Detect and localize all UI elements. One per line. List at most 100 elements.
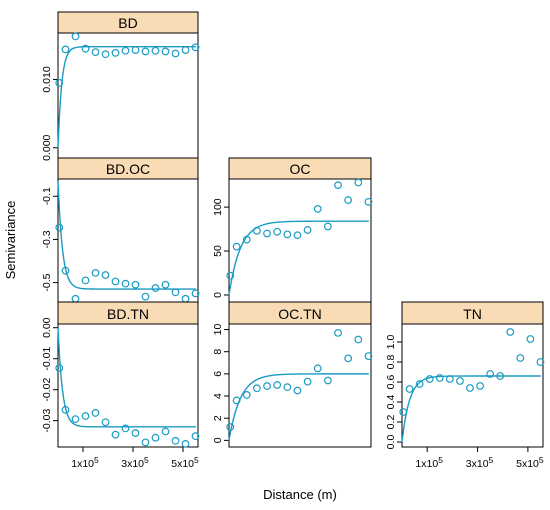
y-tick-label: 1.0 [385, 335, 397, 350]
y-axis-label: Semivariance [3, 201, 18, 280]
x-tick-exponent: 5 [438, 455, 443, 465]
data-point [81, 44, 90, 53]
data-point [536, 358, 545, 366]
data-point [171, 49, 180, 58]
data-point [313, 364, 322, 373]
y-tick-label: 0.0 [385, 435, 397, 450]
y-tick-label: 0.6 [385, 375, 397, 390]
x-tick-label: 3x105 [466, 455, 494, 470]
data-point [283, 383, 292, 392]
data-point [161, 427, 170, 436]
panel-title: OC [290, 161, 311, 177]
data-point [303, 377, 312, 386]
data-point [456, 377, 464, 385]
data-point [191, 289, 200, 298]
y-tick-label: 0.4 [385, 395, 397, 410]
fitted-curve [57, 327, 196, 428]
data-point [334, 328, 342, 337]
data-point [55, 78, 64, 87]
data-point [181, 294, 190, 303]
data-point [61, 266, 70, 275]
panel-oc-tn: OC.TN 0 2 4 6 8 10 [212, 301, 373, 448]
data-point [293, 231, 302, 240]
data-point [181, 440, 190, 448]
y-tick-label: 0 [212, 292, 224, 298]
data-point [71, 32, 80, 41]
data-point [293, 386, 302, 395]
data-point [445, 375, 454, 383]
data-point [354, 178, 363, 187]
data-point [323, 376, 332, 385]
x-tick-base: 3x10 [121, 458, 144, 470]
data-point [131, 280, 140, 289]
y-tick-label: 0.00 [41, 317, 53, 338]
data-point [252, 384, 261, 393]
data-point [151, 46, 160, 55]
data-point [111, 430, 120, 439]
data-point [364, 352, 373, 361]
panels: BD0.0000.010BD.OC-0.1-0.3-0.5BD.TN0.00-0… [41, 11, 545, 470]
y-tick-label: 100 [212, 198, 224, 216]
data-point [344, 196, 353, 204]
data-point [283, 230, 292, 239]
data-point [226, 271, 235, 280]
x-tick-label: 1x105 [415, 455, 443, 470]
data-point [191, 43, 200, 52]
data-point [151, 433, 160, 442]
data-point [496, 372, 505, 380]
data-point [263, 229, 271, 238]
data-point [506, 328, 515, 336]
data-point [364, 197, 373, 206]
data-point [486, 370, 495, 378]
data-point [131, 46, 140, 54]
y-tick-label: -0.01 [41, 347, 53, 371]
data-point [121, 279, 130, 288]
y-tick-label: -0.5 [41, 273, 53, 291]
data-point [232, 242, 241, 251]
data-point [273, 227, 282, 236]
data-point [61, 45, 70, 54]
x-tick-exponent: 5 [144, 455, 149, 465]
x-tick-base: 1x10 [71, 458, 94, 470]
y-tick-label: 0.000 [41, 134, 53, 160]
x-tick-exponent: 5 [489, 455, 494, 465]
data-point [313, 204, 322, 213]
data-point [91, 48, 100, 57]
x-tick-base: 1x10 [415, 458, 438, 470]
data-point [101, 418, 110, 427]
data-point [476, 382, 484, 390]
data-point [273, 381, 282, 389]
data-point [161, 47, 170, 56]
fitted-curve [57, 181, 196, 290]
data-point [334, 181, 342, 190]
data-point [191, 432, 200, 441]
data-point [354, 335, 363, 344]
data-point [101, 271, 110, 279]
panel-title: TN [463, 306, 482, 322]
fitted-curve [401, 375, 541, 443]
y-tick-label: 2 [212, 415, 224, 421]
data-point [55, 223, 64, 232]
y-tick-label: 4 [212, 393, 224, 399]
panel-title: OC.TN [278, 306, 322, 322]
y-tick-label: 0.010 [41, 66, 53, 92]
data-point [161, 280, 170, 289]
x-tick-label: 5x105 [171, 455, 199, 470]
data-point [526, 335, 535, 343]
panel-title: BD [118, 15, 137, 31]
panel-title: BD.OC [106, 161, 150, 177]
data-point [242, 235, 251, 244]
data-point [516, 354, 525, 362]
fitted-curve [57, 45, 196, 148]
panel-frame [57, 323, 199, 448]
data-point [151, 284, 160, 292]
panel-frame [57, 32, 199, 159]
data-point [405, 385, 414, 393]
x-tick-exponent: 5 [194, 455, 199, 465]
data-point [232, 396, 241, 405]
y-tick-label: 0.8 [385, 355, 397, 370]
data-point [415, 380, 424, 388]
data-point [91, 268, 100, 277]
